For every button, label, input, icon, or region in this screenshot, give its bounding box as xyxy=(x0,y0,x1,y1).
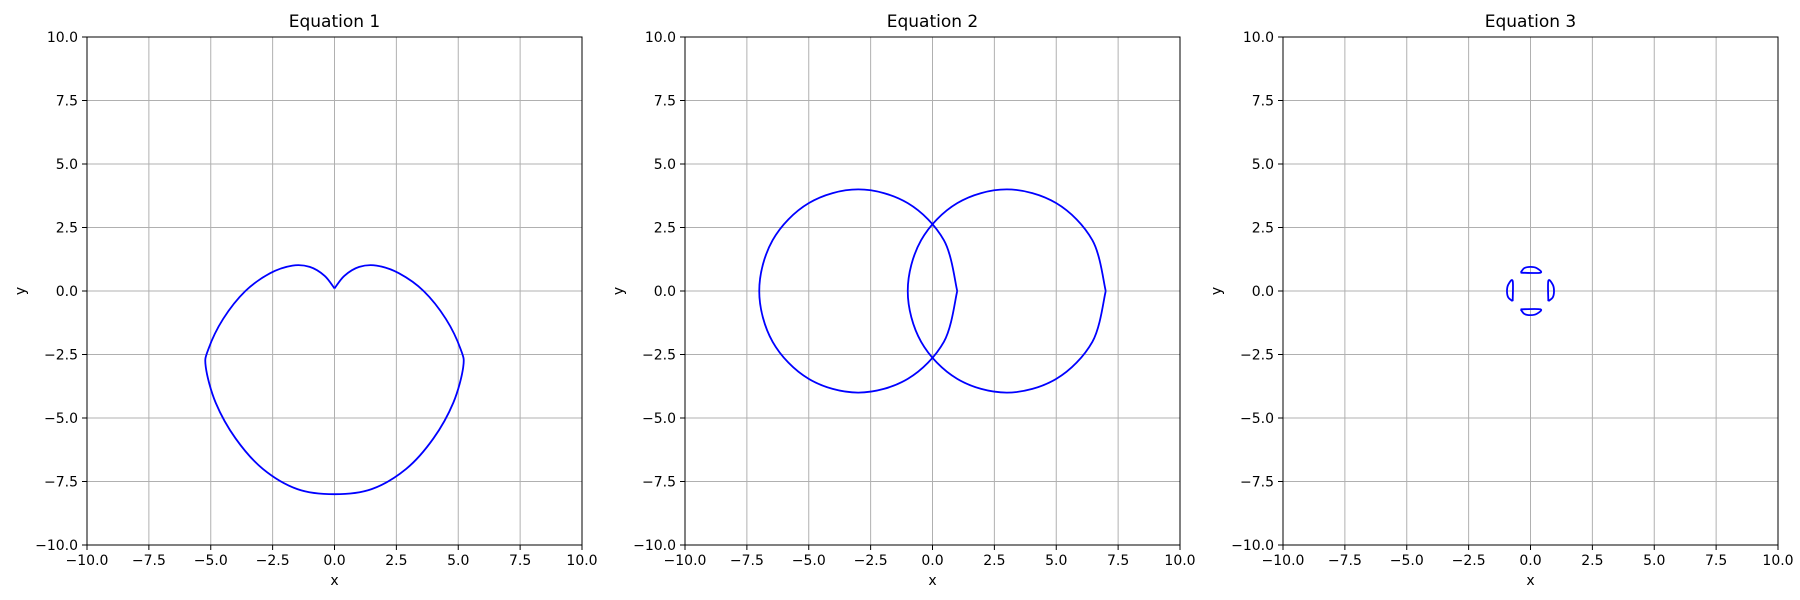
chart-title: Equation 3 xyxy=(1485,12,1577,32)
chart-panel-2: −10.0 −7.5 −5.0 −2.5 0.0 2.5 5.0 7.5 10.0 −10.0 −7… xyxy=(611,12,1196,589)
y-tick-label: 5.0 xyxy=(1252,157,1274,173)
chart-title: Equation 1 xyxy=(289,12,381,32)
y-axis-label: y xyxy=(13,287,29,295)
series-line-1 xyxy=(204,264,465,496)
y-axis-label: y xyxy=(611,287,627,295)
y-tick-label: 2.5 xyxy=(56,221,78,237)
x-tick-label: 7.5 xyxy=(1705,553,1727,569)
y-tick-label: −7.5 xyxy=(44,475,78,491)
y-tick-label: 0.0 xyxy=(1252,284,1274,300)
y-tick-label: 0.0 xyxy=(56,284,78,300)
y-tick-label: 5.0 xyxy=(654,157,676,173)
x-tick-label: 5.0 xyxy=(1643,553,1665,569)
y-tick-label: 7.5 xyxy=(1252,94,1274,110)
x-tick-label: −7.5 xyxy=(132,553,166,569)
y-tick-label: 10.0 xyxy=(645,30,676,46)
x-tick-label: −5.0 xyxy=(1390,553,1424,569)
x-tick-label: 5.0 xyxy=(447,553,469,569)
y-tick-label: −2.5 xyxy=(44,348,78,364)
y-tick-label: −10.0 xyxy=(35,538,78,554)
x-tick-label: 10.0 xyxy=(1164,553,1195,569)
y-tick-label: 2.5 xyxy=(1252,221,1274,237)
y-tick-label: 5.0 xyxy=(56,157,78,173)
x-tick-label: −10.0 xyxy=(66,553,109,569)
x-tick-label: −5.0 xyxy=(194,553,228,569)
y-tick-label: 7.5 xyxy=(56,94,78,110)
x-tick-label: −2.5 xyxy=(256,553,290,569)
y-tick-label: 0.0 xyxy=(654,284,676,300)
x-tick-label: −2.5 xyxy=(1452,553,1486,569)
y-tick-label: −5.0 xyxy=(1240,411,1274,427)
y-tick-label: −2.5 xyxy=(642,348,676,364)
y-tick-label: −2.5 xyxy=(1240,348,1274,364)
y-axis-label: y xyxy=(1209,287,1225,295)
y-tick-label: −5.0 xyxy=(642,411,676,427)
x-tick-label: 2.5 xyxy=(983,553,1005,569)
chart-title: Equation 2 xyxy=(887,12,979,32)
y-tick-label: −10.0 xyxy=(633,538,676,554)
x-tick-label: 2.5 xyxy=(1581,553,1603,569)
x-tick-label: 7.5 xyxy=(1107,553,1129,569)
series-line-4 xyxy=(1547,279,1555,302)
x-tick-label: −7.5 xyxy=(1328,553,1362,569)
x-axis-label: x xyxy=(928,573,936,589)
y-tick-label: 2.5 xyxy=(654,221,676,237)
x-tick-label: 5.0 xyxy=(1045,553,1067,569)
series-line-3 xyxy=(1506,279,1514,302)
x-tick-label: 0.0 xyxy=(1519,553,1541,569)
x-tick-label: 10.0 xyxy=(566,553,597,569)
x-tick-label: −2.5 xyxy=(854,553,888,569)
x-tick-label: −10.0 xyxy=(1262,553,1305,569)
x-axis-label: x xyxy=(330,573,338,589)
y-tick-label: 10.0 xyxy=(47,30,78,46)
x-tick-label: 10.0 xyxy=(1762,553,1793,569)
y-tick-label: −7.5 xyxy=(1240,475,1274,491)
x-tick-label: 2.5 xyxy=(385,553,407,569)
chart-panel-1: −10.0 −7.5 −5.0 −2.5 0.0 2.5 5.0 7.5 10.0 −10.0 −7… xyxy=(13,12,598,589)
x-tick-label: −5.0 xyxy=(792,553,826,569)
series-line-1 xyxy=(1519,265,1543,274)
x-tick-label: 0.0 xyxy=(921,553,943,569)
x-tick-label: −7.5 xyxy=(730,553,764,569)
series-line-2 xyxy=(906,188,1107,394)
x-tick-label: −10.0 xyxy=(664,553,707,569)
y-tick-label: −10.0 xyxy=(1231,538,1274,554)
y-tick-label: 10.0 xyxy=(1243,30,1274,46)
chart-panel-3: −10.0 −7.5 −5.0 −2.5 0.0 2.5 5.0 7.5 10.0 −10.0 −7… xyxy=(1209,12,1794,589)
y-tick-label: −7.5 xyxy=(642,475,676,491)
x-tick-label: 0.0 xyxy=(323,553,345,569)
y-tick-label: −5.0 xyxy=(44,411,78,427)
x-axis-label: x xyxy=(1526,573,1534,589)
x-tick-label: 7.5 xyxy=(509,553,531,569)
series-line-2 xyxy=(1519,308,1543,317)
series-line-1 xyxy=(758,188,959,394)
y-tick-label: 7.5 xyxy=(654,94,676,110)
